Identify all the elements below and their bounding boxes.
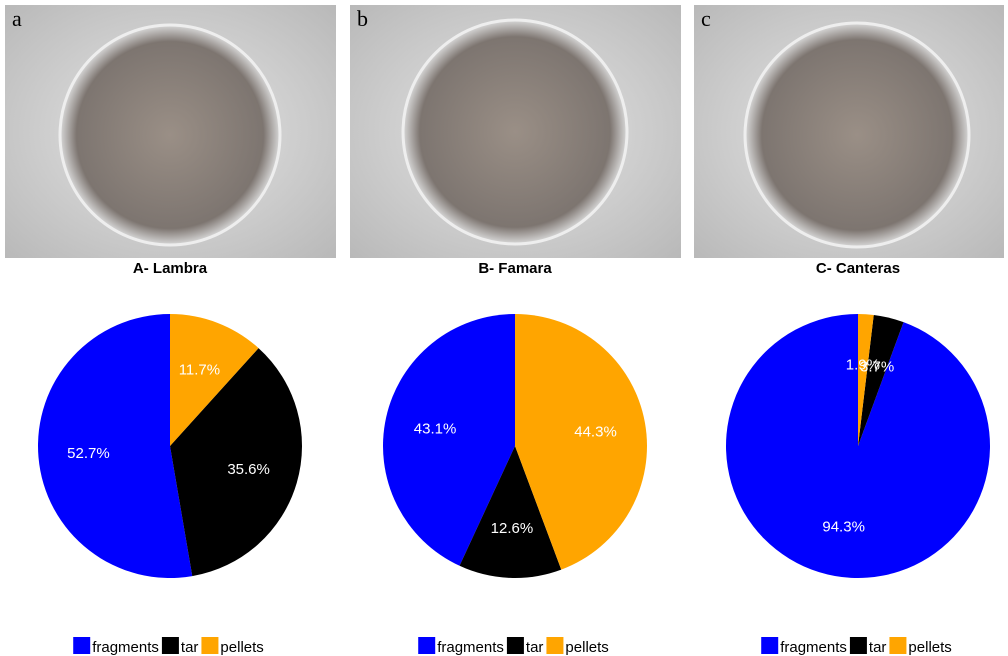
legend-label: fragments (780, 639, 847, 656)
value-label: 12.6% (491, 520, 534, 537)
photo-a (5, 5, 336, 258)
pie-slice (170, 348, 303, 577)
legend: fragments tar pellets (73, 637, 264, 656)
panel-label: c (701, 6, 711, 31)
value-label: 52.7% (67, 445, 110, 462)
legend-label: pellets (908, 639, 951, 656)
value-label: 1.9% (846, 356, 880, 373)
legend: fragments tar pellets (761, 637, 952, 656)
legend-swatch (161, 637, 179, 654)
value-label: 11.7% (179, 362, 220, 379)
pie-slice (515, 314, 647, 570)
legend-swatch (889, 637, 907, 654)
panel-label: a (12, 6, 22, 31)
pie-slice (170, 314, 259, 446)
legend-swatch (418, 637, 436, 654)
pie-slice (459, 446, 562, 578)
chart-title: C- Canteras (816, 260, 900, 277)
photo-b (350, 5, 681, 258)
value-label: 43.1% (414, 420, 457, 437)
legend-label: fragments (437, 639, 504, 656)
photo-c (694, 5, 1004, 258)
legend: fragments tar pellets (418, 637, 609, 656)
legend-label: tar (526, 639, 544, 656)
legend-label: tar (869, 639, 887, 656)
pie-slice (383, 314, 515, 566)
pie-slice (858, 314, 904, 446)
legend-label: pellets (220, 639, 263, 656)
value-label: 44.3% (574, 423, 617, 440)
chart-title: A- Lambra (133, 260, 208, 277)
legend-label: pellets (565, 639, 608, 656)
value-label: 35.6% (227, 461, 270, 478)
legend-swatch (546, 637, 564, 654)
pie-slice (38, 314, 193, 578)
legend-swatch (201, 637, 219, 654)
value-label: 94.3% (822, 519, 865, 536)
legend-label: fragments (92, 639, 159, 656)
pie-slice (858, 314, 874, 446)
legend-swatch (761, 637, 779, 654)
legend-swatch (73, 637, 91, 654)
panel-label: b (357, 6, 368, 31)
chart-title: B- Famara (478, 260, 552, 277)
legend-swatch (506, 637, 524, 654)
legend-swatch (849, 637, 867, 654)
value-label: 3.7% (860, 358, 894, 375)
legend-label: tar (181, 639, 199, 656)
